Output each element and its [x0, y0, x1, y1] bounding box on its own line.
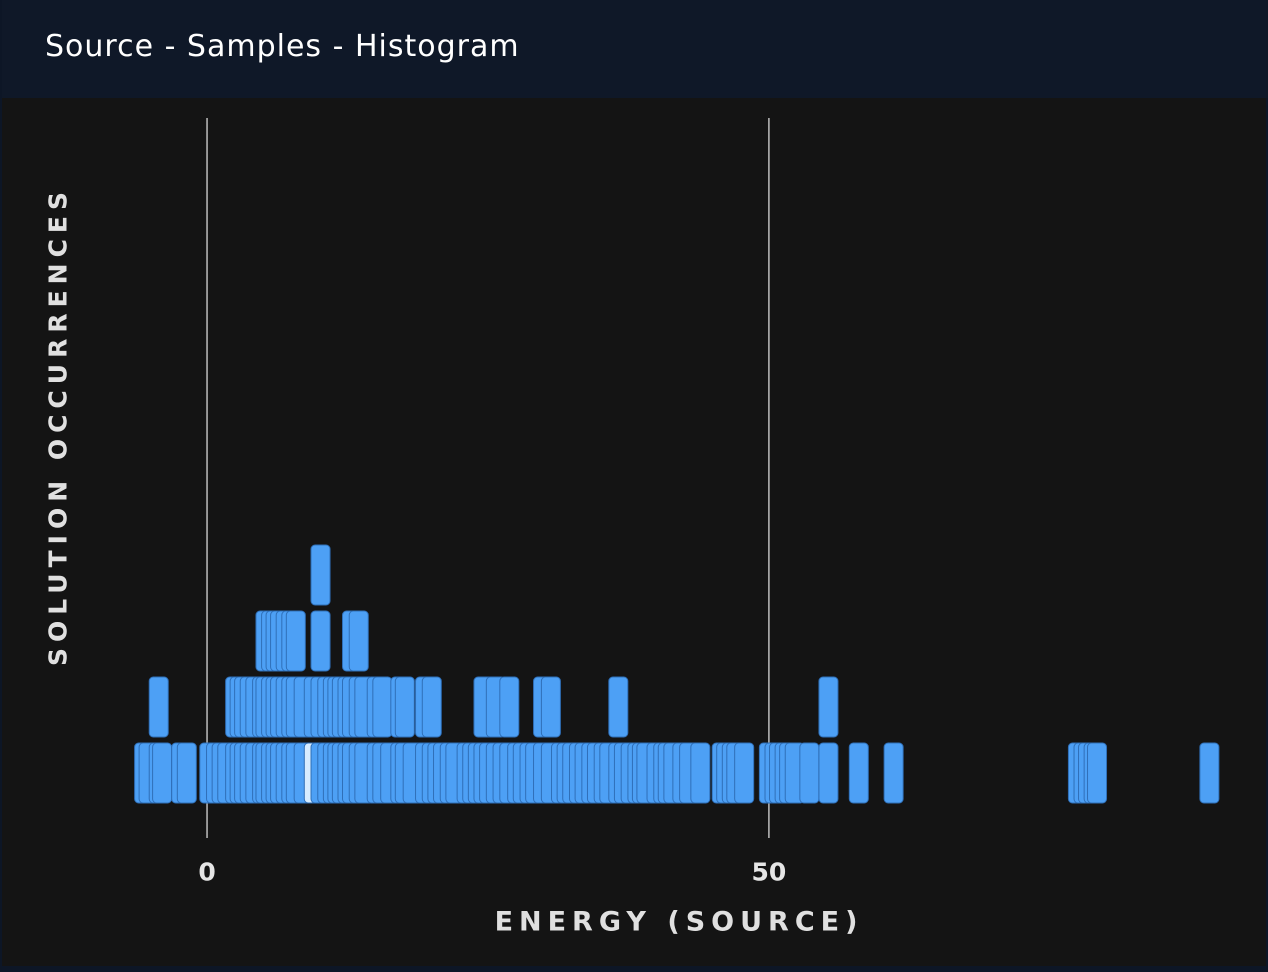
bar-segment[interactable]: [311, 545, 330, 605]
x-tick-label-1: 50: [751, 858, 786, 887]
x-tick-label-0: 0: [198, 858, 215, 887]
bottom-border: [2, 966, 1268, 972]
histogram-bar[interactable]: [849, 743, 868, 803]
bar-segment[interactable]: [395, 677, 414, 737]
histogram-bar[interactable]: [819, 677, 838, 803]
bar-segment[interactable]: [422, 677, 441, 737]
histogram-bar[interactable]: [1088, 743, 1107, 803]
histogram-bar[interactable]: [884, 743, 903, 803]
bar-segment[interactable]: [541, 677, 560, 737]
bar-segment[interactable]: [884, 743, 903, 803]
bar-segment[interactable]: [149, 677, 168, 737]
histogram-bar[interactable]: [735, 743, 754, 803]
bar-segment[interactable]: [153, 743, 172, 803]
bar-segment[interactable]: [177, 743, 196, 803]
bar-segment[interactable]: [819, 677, 838, 737]
bar-segment[interactable]: [819, 743, 838, 803]
histogram-bar[interactable]: [691, 743, 710, 803]
histogram-bar[interactable]: [177, 743, 196, 803]
histogram-bar[interactable]: [153, 743, 172, 803]
histogram-bar[interactable]: [800, 743, 819, 803]
bar-segment[interactable]: [286, 611, 305, 671]
bar-segment[interactable]: [349, 611, 368, 671]
bar-segment[interactable]: [735, 743, 754, 803]
x-axis-label: ENERGY (SOURCE): [495, 907, 864, 938]
bar-segment[interactable]: [311, 611, 330, 671]
histogram-bar[interactable]: [1200, 743, 1219, 803]
bar-segment[interactable]: [373, 677, 392, 737]
bar-segment[interactable]: [1200, 743, 1219, 803]
bar-segment[interactable]: [800, 743, 819, 803]
bar-segment[interactable]: [849, 743, 868, 803]
bar-segment[interactable]: [691, 743, 710, 803]
bar-segment[interactable]: [609, 677, 628, 737]
y-axis-label: SOLUTION OCCURRENCES: [44, 186, 73, 666]
bar-segment[interactable]: [1088, 743, 1107, 803]
bar-segment[interactable]: [500, 677, 519, 737]
